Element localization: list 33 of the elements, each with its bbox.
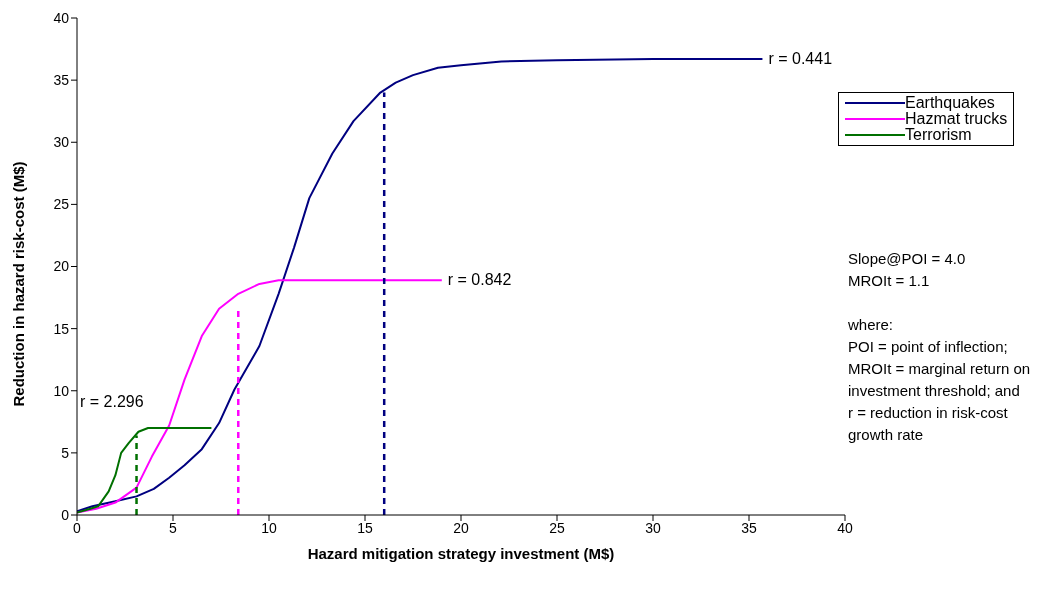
x-tick-label: 15	[357, 519, 373, 536]
text: MROIt = 1.1	[848, 271, 931, 291]
text: where:	[848, 315, 895, 335]
y-tick-label: 20	[53, 258, 70, 275]
x-tick-label: 0	[73, 519, 82, 536]
x-tick-label: 10	[261, 519, 277, 536]
annotation: r = 0.441	[768, 49, 833, 69]
x-tick-label: 20	[453, 519, 469, 536]
y-tick-label: 40	[53, 9, 70, 26]
legend-label: Hazmat trucks	[905, 110, 1008, 127]
y-tick-label: 10	[53, 382, 70, 399]
x-axis-title: Hazard mitigation strategy investment (M$)	[307, 545, 615, 562]
y-tick-label: 15	[53, 320, 70, 337]
y-tick-label: 25	[53, 196, 70, 213]
line-series	[77, 58, 764, 513]
x-tick-label: 25	[549, 519, 565, 536]
annotation: r = 0.842	[447, 270, 512, 291]
x-tick-label: 30	[645, 519, 661, 536]
x-tick-label: 35	[741, 519, 757, 536]
text: POI = point of inflection;	[848, 337, 1009, 357]
text: Slope@POI = 4.0	[848, 249, 967, 269]
y-axis-title: Reduction in hazard risk-cost (M$)	[10, 161, 28, 407]
y-tick-label: 30	[53, 134, 70, 151]
x-tick-label: 40	[837, 519, 853, 536]
line-series	[77, 427, 213, 514]
legend-label: Earthquakes	[905, 94, 995, 111]
y-tick-label: 0	[61, 506, 70, 523]
annotation: r = 2.296	[80, 392, 144, 412]
text: r = reduction in risk-cost growth rate	[848, 403, 1009, 445]
x-tick-label: 5	[169, 519, 178, 536]
legend-label: Terrorism	[905, 126, 972, 143]
y-tick-label: 35	[53, 72, 70, 89]
y-tick-label: 5	[61, 444, 70, 461]
